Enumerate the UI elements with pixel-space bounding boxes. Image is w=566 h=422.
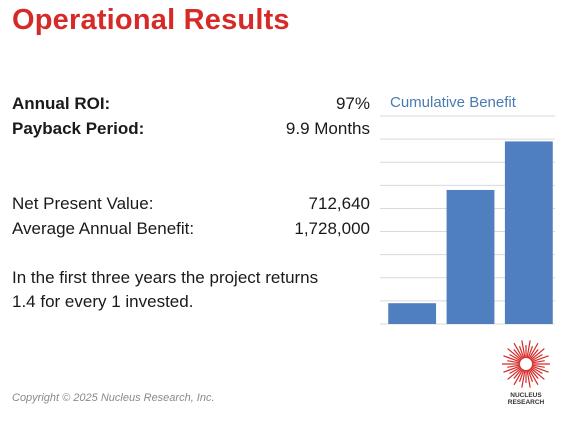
annual-roi-value: 97% bbox=[335, 94, 370, 113]
chart-bars bbox=[388, 141, 553, 324]
chart-title: Cumulative Benefit bbox=[390, 94, 516, 111]
logo-line-1: NUCLEUS bbox=[510, 392, 542, 399]
annual-benefit-value: 1,728,000 bbox=[294, 219, 370, 238]
bar-2 bbox=[446, 189, 495, 324]
annual-roi-label: Annual ROI: bbox=[12, 94, 111, 113]
starburst-icon bbox=[502, 340, 550, 388]
bar-1 bbox=[388, 303, 437, 324]
bar-3 bbox=[504, 141, 553, 324]
payback-period-label: Payback Period: bbox=[12, 119, 145, 138]
payback-period-value: 9.9 Months bbox=[285, 119, 370, 138]
annual-benefit-label: Average Annual Benefit: bbox=[12, 219, 195, 238]
npv-label: Net Present Value: bbox=[12, 194, 154, 213]
cumulative-benefit-chart bbox=[380, 115, 555, 325]
nucleus-research-logo: NUCLEUS RESEARCH bbox=[500, 338, 552, 412]
copyright-text: Copyright © 2025 Nucleus Research, Inc. bbox=[12, 392, 215, 404]
page-title: Operational Results bbox=[12, 4, 290, 36]
summary-line-1: In the first three years the project ret… bbox=[12, 268, 319, 287]
summary-text: In the first three years the project ret… bbox=[12, 266, 372, 314]
logo-line-2: RESEARCH bbox=[507, 399, 545, 406]
npv-value: 712,640 bbox=[308, 194, 370, 213]
summary-line-2: 1.4 for every 1 invested. bbox=[12, 292, 194, 311]
